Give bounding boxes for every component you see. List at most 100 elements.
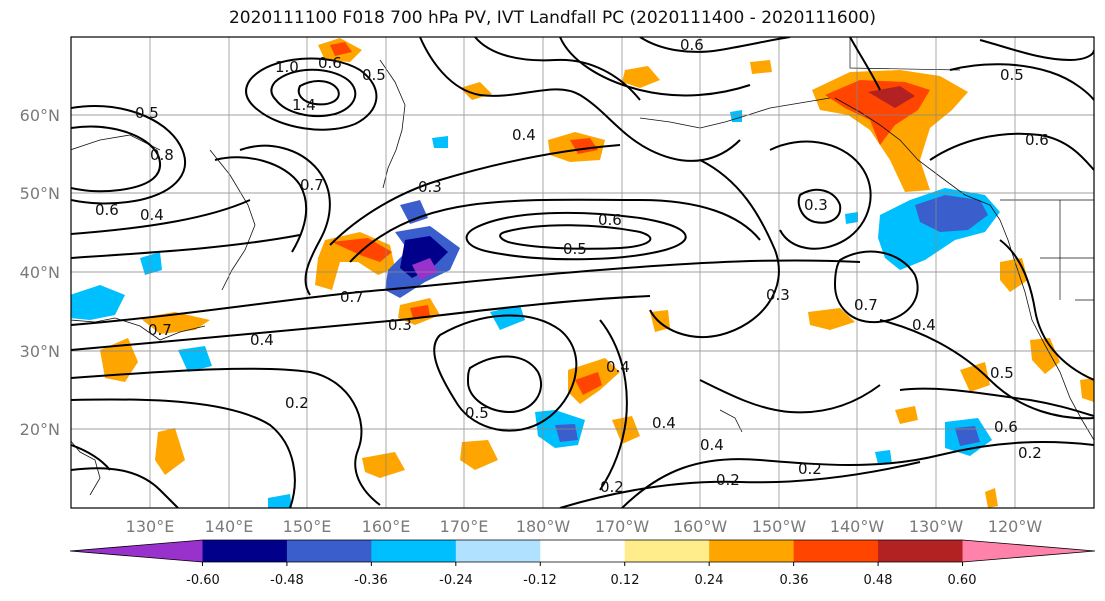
- shade-negative: [730, 110, 742, 122]
- colorbar: -0.60 -0.48 -0.36 -0.24 -0.12 0.12 0.24 …: [69, 539, 1096, 588]
- contour-label: 0.6: [680, 36, 704, 54]
- lat-label: 50°N: [20, 184, 60, 203]
- colorbar-tick-label: 0.12: [611, 573, 640, 588]
- contour-label: 0.2: [716, 471, 740, 489]
- longitude-labels: 130°E 140°E 150°E 160°E 170°E 180°W 170°…: [126, 517, 1043, 536]
- shade-positive: [960, 362, 990, 392]
- pv-contours: [71, 37, 1094, 508]
- lat-label: 20°N: [20, 420, 60, 439]
- colorbar-segment: [540, 540, 626, 562]
- contour-label: 0.5: [465, 404, 489, 422]
- contour-label: 0.6: [994, 418, 1018, 436]
- colorbar-tick-label: 0.36: [780, 573, 809, 588]
- contour-label: 0.7: [854, 296, 878, 314]
- shade-negative: [400, 236, 448, 278]
- lon-label: 140°E: [205, 517, 254, 536]
- colorbar-tick-label: -0.36: [354, 573, 388, 588]
- shade-negative: [915, 195, 988, 232]
- map-frame: [70, 36, 1095, 509]
- contour-label: 0.3: [388, 316, 412, 334]
- shade-negative: [268, 494, 292, 508]
- shade-positive: [330, 42, 352, 56]
- colorbar-segment: [371, 540, 457, 562]
- contour-label: 0.4: [652, 414, 676, 432]
- shade-negative: [555, 424, 578, 442]
- contour-label: 0.5: [563, 240, 587, 258]
- contour-label: 0.2: [600, 478, 624, 496]
- shade-positive: [895, 406, 918, 424]
- shade-positive: [622, 66, 660, 88]
- colorbar-segment: [962, 540, 1095, 562]
- shade-positive: [362, 452, 405, 478]
- contour-labels: 0.6 1.0 0.6 0.5 1.4 0.5 0.8 0.7 0.6 0.4 …: [95, 36, 1049, 496]
- shade-negative: [71, 285, 125, 320]
- contour-label: 1.0: [275, 58, 299, 76]
- shade-positive: [868, 86, 915, 108]
- contour-label: 0.4: [606, 358, 630, 376]
- shade-negative: [140, 252, 162, 275]
- lon-label: 160°W: [673, 517, 728, 536]
- contour-label: 0.2: [285, 394, 309, 412]
- contour-label: 0.6: [1025, 131, 1049, 149]
- shade-negative: [432, 136, 448, 148]
- lon-label: 170°E: [440, 517, 489, 536]
- shade-positive: [1030, 338, 1060, 374]
- contour-label: 0.4: [250, 331, 274, 349]
- shade-positive: [575, 372, 602, 395]
- colorbar-tick-label: -0.48: [270, 573, 304, 588]
- lat-label: 40°N: [20, 263, 60, 282]
- contour-label: 0.4: [700, 436, 724, 454]
- shade-positive: [750, 60, 772, 74]
- shade-positive: [1080, 378, 1094, 402]
- contour-label: 0.5: [362, 66, 386, 84]
- shade-negative: [875, 450, 892, 464]
- lon-label: 160°E: [362, 517, 411, 536]
- shade-negative: [490, 305, 525, 330]
- colorbar-tick-label: -0.60: [186, 573, 220, 588]
- contour-label: 0.3: [804, 196, 828, 214]
- shade-negative: [955, 426, 980, 446]
- contour-label: 0.5: [1000, 66, 1024, 84]
- shade-negative: [400, 200, 428, 224]
- contour-label: 0.6: [95, 201, 119, 219]
- contour-label: 0.5: [990, 364, 1014, 382]
- shade-positive: [410, 305, 430, 318]
- shade-positive: [808, 308, 855, 330]
- contour-label: 0.8: [150, 146, 174, 164]
- lon-label: 130°E: [126, 517, 175, 536]
- political-borders: [849, 37, 1094, 301]
- map-title: 2020111100 F018 700 hPa PV, IVT Landfall…: [228, 8, 876, 28]
- lon-label: 170°W: [595, 517, 650, 536]
- shade-negative: [412, 258, 438, 280]
- contour-label: 1.4: [292, 96, 316, 114]
- colorbar-segment: [793, 540, 879, 562]
- contour-label: 0.3: [418, 178, 442, 196]
- lon-label: 150°E: [283, 517, 332, 536]
- colorbar-tick-label: -0.12: [523, 573, 557, 588]
- contour-label: 0.6: [318, 54, 342, 72]
- shade-positive: [460, 440, 498, 470]
- colorbar-segment: [70, 540, 203, 562]
- colorbar-segment: [286, 540, 372, 562]
- contour-label: 0.4: [140, 206, 164, 224]
- latitude-labels: 60°N 50°N 40°N 30°N 20°N: [20, 106, 60, 439]
- lon-label: 180°W: [516, 517, 571, 536]
- contour-label: 0.7: [300, 176, 324, 194]
- contour-label: 0.3: [766, 286, 790, 304]
- shade-positive: [612, 416, 640, 444]
- colorbar-tick-label: -0.24: [439, 573, 473, 588]
- lon-label: 140°W: [830, 517, 885, 536]
- contour-label: 0.7: [148, 321, 172, 339]
- contour-label: 0.2: [1018, 444, 1042, 462]
- contour-label: 0.6: [598, 211, 622, 229]
- shade-positive: [985, 488, 998, 508]
- lon-label: 120°W: [988, 517, 1043, 536]
- shade-negative: [178, 346, 212, 372]
- contour-label: 0.5: [135, 104, 159, 122]
- lat-label: 30°N: [20, 342, 60, 361]
- lon-label: 130°W: [909, 517, 964, 536]
- shade-positive: [100, 338, 138, 382]
- shade-positive: [140, 312, 210, 334]
- shade-positive: [155, 428, 185, 475]
